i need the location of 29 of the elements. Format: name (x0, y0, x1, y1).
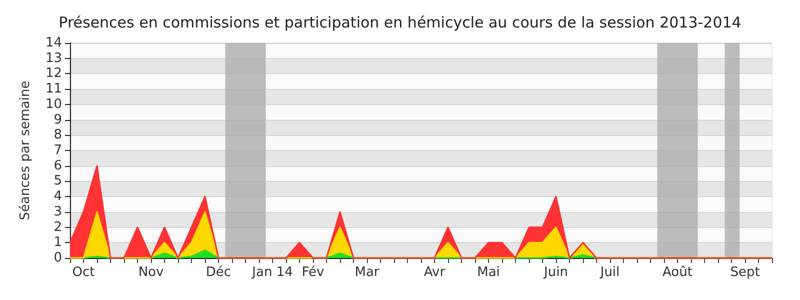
y-tick-label: 4 (54, 189, 62, 204)
y-tick-label: 5 (54, 174, 62, 189)
x-tick-label: Déc (206, 265, 232, 280)
y-tick-label: 9 (54, 112, 62, 128)
y-tick-label: 7 (54, 143, 62, 158)
y-tick-label: 13 (45, 50, 62, 66)
x-tick-label: Fév (302, 265, 325, 280)
y-axis-title: Séances par semaine (18, 80, 33, 220)
chart-title: Présences en commissions et participation en hémicycle au cours de la session 2013-2014 (58, 14, 742, 32)
x-tick-label: Juil (599, 265, 620, 280)
y-tick-label: 0 (54, 250, 62, 266)
y-tick-label: 3 (54, 204, 62, 220)
x-tick-label: Mai (477, 265, 500, 280)
y-tick-label: 12 (45, 66, 62, 82)
y-tick-label: 2 (54, 220, 62, 235)
x-tick-label: Juin (543, 265, 568, 280)
y-tick-label: 6 (54, 158, 62, 174)
x-tick-label: Avr (424, 265, 446, 280)
y-tick-label: 1 (54, 235, 62, 250)
x-tick-label: Nov (138, 265, 164, 280)
y-tick-label: 10 (45, 96, 62, 112)
x-tick-label: Mar (354, 265, 380, 280)
x-tick-label: Août (662, 265, 692, 280)
y-tick-label: 11 (45, 82, 62, 97)
x-tick-label: Oct (72, 265, 95, 280)
x-tick-label: Jan 14 (251, 265, 293, 280)
x-tick-label: Sept (730, 265, 760, 280)
y-tick-label: 8 (54, 128, 62, 143)
y-tick-label: 14 (45, 36, 62, 50)
